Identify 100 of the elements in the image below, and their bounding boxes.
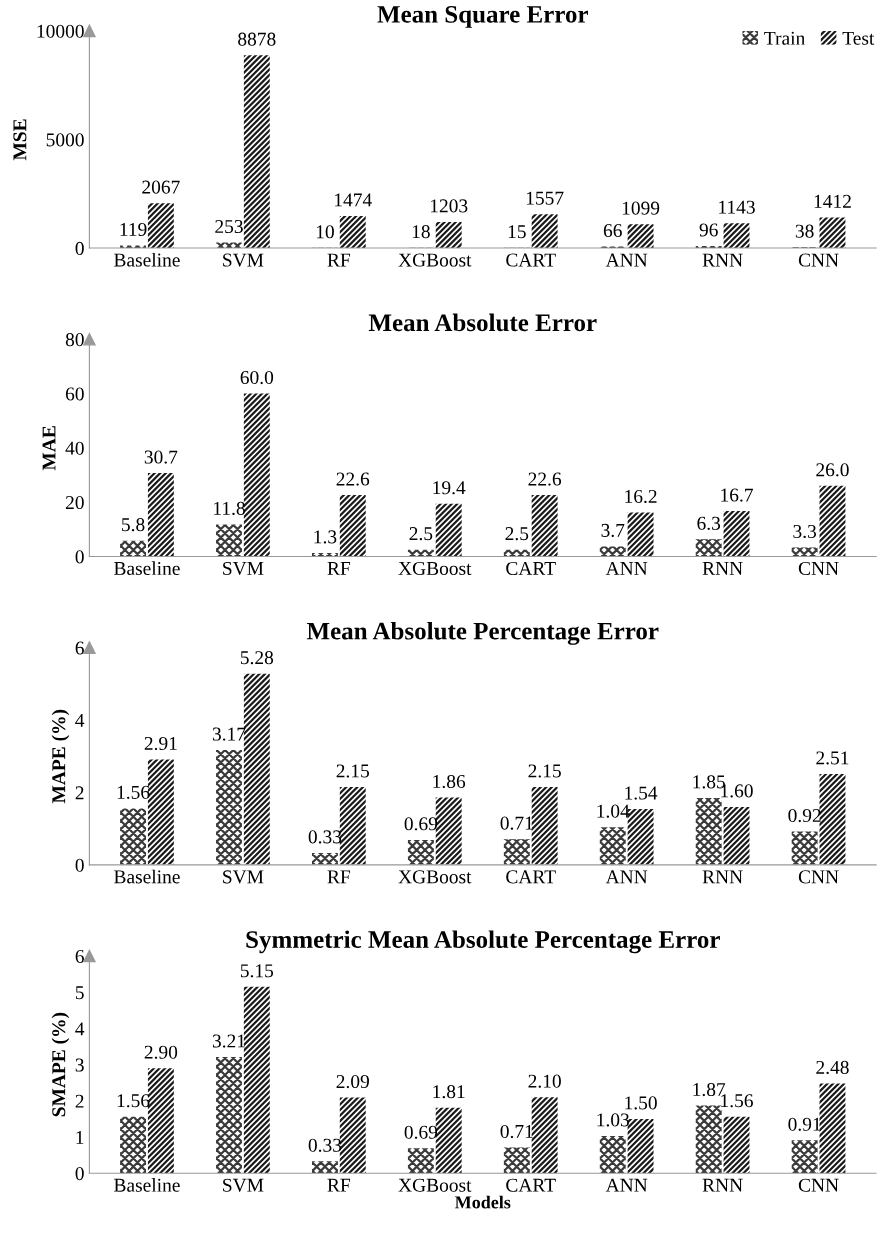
legend-label: Test xyxy=(842,31,875,45)
x-tick-label: Baseline xyxy=(114,1178,180,1192)
y-tick-label: 10000 xyxy=(37,24,84,38)
y-tick-label: 4 xyxy=(75,1022,85,1036)
x-tick-label: CNN xyxy=(798,1178,839,1192)
x-tick-label: Baseline xyxy=(114,252,180,267)
data-label: 8878 xyxy=(238,32,276,46)
data-label: 16.7 xyxy=(721,488,753,502)
chart-title: Symmetric Mean Absolute Percentage Error xyxy=(246,930,720,954)
y-tick-label: 0 xyxy=(75,550,84,564)
x-tick-label: CART xyxy=(506,1178,556,1192)
x-tick-label: CNN xyxy=(798,870,839,884)
y-tick-label: 3 xyxy=(75,1058,84,1072)
data-label: 60.0 xyxy=(240,370,274,385)
data-label: 2.15 xyxy=(528,764,561,778)
x-tick-label: ANN xyxy=(605,561,648,575)
data-label: 1557 xyxy=(526,191,564,205)
data-label: 2.10 xyxy=(528,1074,561,1088)
x-tick-label: RNN xyxy=(702,1178,743,1192)
x-tick-label: ANN xyxy=(605,1178,648,1192)
data-label: 2.90 xyxy=(144,1045,178,1059)
x-tick-label: SVM xyxy=(223,1178,264,1192)
data-label: 119 xyxy=(120,222,147,236)
data-label: 2.15 xyxy=(336,764,370,778)
data-label: 3.21 xyxy=(212,1034,245,1048)
y-tick-label: 0 xyxy=(75,241,84,255)
data-label: 6.3 xyxy=(697,516,721,530)
y-tick-label: 5 xyxy=(75,986,84,1000)
data-label: 2067 xyxy=(142,180,180,194)
y-tick-label: 1 xyxy=(76,1130,84,1144)
x-tick-label: XGBoost xyxy=(398,1178,472,1192)
x-tick-label: CART xyxy=(506,253,556,267)
x-tick-label: CART xyxy=(506,561,556,575)
y-tick-label: 6 xyxy=(75,641,84,655)
y-tick-label: 5000 xyxy=(46,133,84,147)
y-axis-title: MAE xyxy=(42,426,56,471)
data-label: 1412 xyxy=(814,194,851,208)
data-label: 10 xyxy=(316,225,334,239)
data-label: 2.48 xyxy=(816,1060,849,1075)
data-label: 3.7 xyxy=(601,523,625,537)
data-label: 0.91 xyxy=(788,1117,821,1131)
data-label: 96 xyxy=(699,223,718,237)
data-label: 1.81 xyxy=(433,1085,465,1099)
data-label: 3.3 xyxy=(793,524,817,539)
data-label: 30.7 xyxy=(144,450,178,464)
x-tick-label: RF xyxy=(327,870,351,884)
data-label: 1.56 xyxy=(721,1094,753,1108)
y-tick-label: 0 xyxy=(75,858,84,872)
data-label: 15 xyxy=(508,225,526,239)
chart-title: Mean Absolute Percentage Error xyxy=(306,621,659,645)
data-label: 0.33 xyxy=(308,830,342,844)
y-tick-label: 4 xyxy=(75,714,85,727)
y-tick-label: 2 xyxy=(75,786,84,800)
data-label: 1.04 xyxy=(597,804,630,818)
x-tick-label: RNN xyxy=(702,870,743,884)
data-label: 1099 xyxy=(622,201,660,215)
data-label: 5.15 xyxy=(240,964,274,978)
data-label: 2.5 xyxy=(409,527,433,541)
data-label: 2.5 xyxy=(505,527,529,541)
data-label: 16.2 xyxy=(625,489,657,504)
y-tick-label: 0 xyxy=(75,1167,84,1181)
y-axis-title: MSE xyxy=(13,119,27,161)
data-label: 26.0 xyxy=(816,463,849,477)
data-label: 0.69 xyxy=(404,817,438,831)
data-label: 253 xyxy=(215,219,243,234)
data-label: 18 xyxy=(412,225,430,239)
x-tick-label: XGBoost xyxy=(398,561,472,575)
x-tick-label: RNN xyxy=(702,253,743,267)
x-tick-label: CNN xyxy=(798,561,839,575)
data-label: 19.4 xyxy=(433,481,466,495)
y-axis-title: SMAPE (%) xyxy=(51,1012,70,1117)
data-label: 0.92 xyxy=(788,808,821,823)
y-tick-label: 2 xyxy=(75,1094,84,1108)
data-label: 1474 xyxy=(335,193,372,207)
x-tick-label: RF xyxy=(327,253,351,267)
x-tick-label: Baseline xyxy=(114,561,180,575)
x-tick-label: CART xyxy=(506,870,556,884)
data-label: 2.09 xyxy=(336,1074,369,1089)
data-label: 11.8 xyxy=(214,501,245,515)
data-label: 5.8 xyxy=(122,518,145,532)
data-label: 1.03 xyxy=(597,1113,630,1127)
data-label: 1.86 xyxy=(433,774,466,789)
x-tick-label: RNN xyxy=(702,562,743,575)
data-label: 66 xyxy=(603,224,622,238)
y-axis-title: MAPE (%) xyxy=(51,709,70,804)
x-tick-label: RF xyxy=(327,562,351,575)
x-tick-label: ANN xyxy=(605,870,648,884)
y-tick-label: 60 xyxy=(65,387,84,401)
y-tick-label: 6 xyxy=(75,949,84,964)
legend-label: Train xyxy=(764,31,805,45)
data-label: 1.3 xyxy=(314,530,337,544)
data-label: 1.56 xyxy=(117,785,150,799)
data-label: 1.56 xyxy=(117,1094,150,1108)
data-label: 0.71 xyxy=(500,816,533,830)
data-label: 0.71 xyxy=(500,1124,533,1139)
data-label: 22.6 xyxy=(528,472,562,486)
chart-title: Mean Square Error xyxy=(377,5,589,28)
data-label: 1.54 xyxy=(625,786,658,800)
data-label: 3.17 xyxy=(212,727,246,741)
x-tick-label: CNN xyxy=(798,253,839,267)
